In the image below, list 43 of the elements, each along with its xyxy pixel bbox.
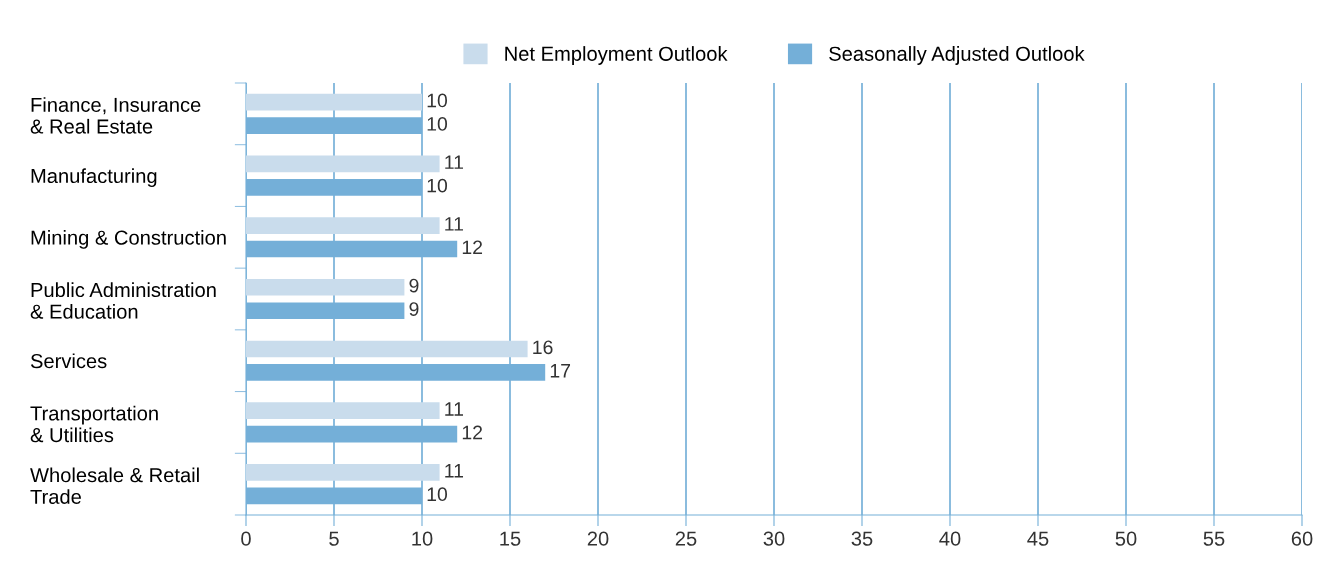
data-label: 10 bbox=[427, 93, 448, 108]
data-label: 16 bbox=[533, 340, 553, 355]
data-label: 11 bbox=[445, 217, 464, 231]
data-label: 10 bbox=[427, 117, 448, 131]
y-tick-label: Mining & Construction bbox=[31, 229, 226, 249]
y-tick-label: Services bbox=[30, 353, 107, 369]
bar bbox=[246, 217, 440, 234]
x-tick-label: 15 bbox=[500, 531, 521, 546]
legend-label: Net Employment Outlook bbox=[505, 46, 728, 65]
y-tick-label: Manufacturing bbox=[31, 168, 157, 188]
data-label: 9 bbox=[409, 278, 419, 293]
data-label: 12 bbox=[462, 240, 483, 255]
data-label: 9 bbox=[409, 302, 419, 316]
y-tick-label: Finance, Insurance & Real Estate bbox=[30, 97, 201, 134]
x-tick-label: 50 bbox=[1115, 531, 1137, 546]
x-tick-label: 55 bbox=[1203, 531, 1225, 546]
data-label: 11 bbox=[445, 464, 464, 478]
x-tick-label: 30 bbox=[763, 531, 785, 546]
data-label: 11 bbox=[445, 155, 464, 169]
x-tick-label: 60 bbox=[1291, 531, 1313, 546]
data-label: 17 bbox=[550, 364, 571, 378]
data-label: 10 bbox=[427, 487, 448, 502]
x-tick-label: 45 bbox=[1027, 531, 1049, 546]
bar bbox=[246, 93, 422, 111]
y-tick-label: Wholesale & Retail Trade bbox=[30, 467, 199, 504]
bar bbox=[246, 464, 440, 481]
bar bbox=[246, 340, 528, 358]
x-tick-label: 40 bbox=[939, 531, 961, 546]
legend-label: Seasonally Adjusted Outlook bbox=[829, 46, 1085, 65]
y-tick-label: Public Administration & Education bbox=[30, 282, 216, 319]
x-tick-label: 20 bbox=[587, 531, 609, 546]
x-tick-label: 0 bbox=[241, 531, 251, 546]
x-tick-label: 25 bbox=[675, 531, 697, 546]
bar bbox=[246, 278, 405, 296]
data-label: 12 bbox=[462, 425, 483, 440]
x-tick-label: 35 bbox=[851, 531, 873, 546]
x-tick-label: 10 bbox=[412, 531, 433, 546]
data-label: 11 bbox=[445, 402, 464, 416]
bar bbox=[246, 155, 440, 173]
bar bbox=[246, 402, 440, 420]
x-tick-label: 5 bbox=[329, 531, 339, 546]
data-label: 10 bbox=[427, 178, 448, 193]
y-tick-label: Transportation & Utilities bbox=[30, 405, 158, 443]
